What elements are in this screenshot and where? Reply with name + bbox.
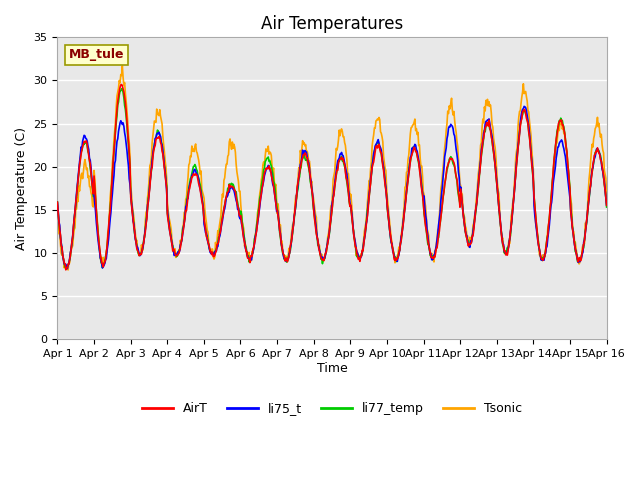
- Text: MB_tule: MB_tule: [68, 48, 124, 61]
- X-axis label: Time: Time: [317, 362, 348, 375]
- Y-axis label: Air Temperature (C): Air Temperature (C): [15, 127, 28, 250]
- Legend: AirT, li75_t, li77_temp, Tsonic: AirT, li75_t, li77_temp, Tsonic: [137, 397, 527, 420]
- Title: Air Temperatures: Air Temperatures: [261, 15, 403, 33]
